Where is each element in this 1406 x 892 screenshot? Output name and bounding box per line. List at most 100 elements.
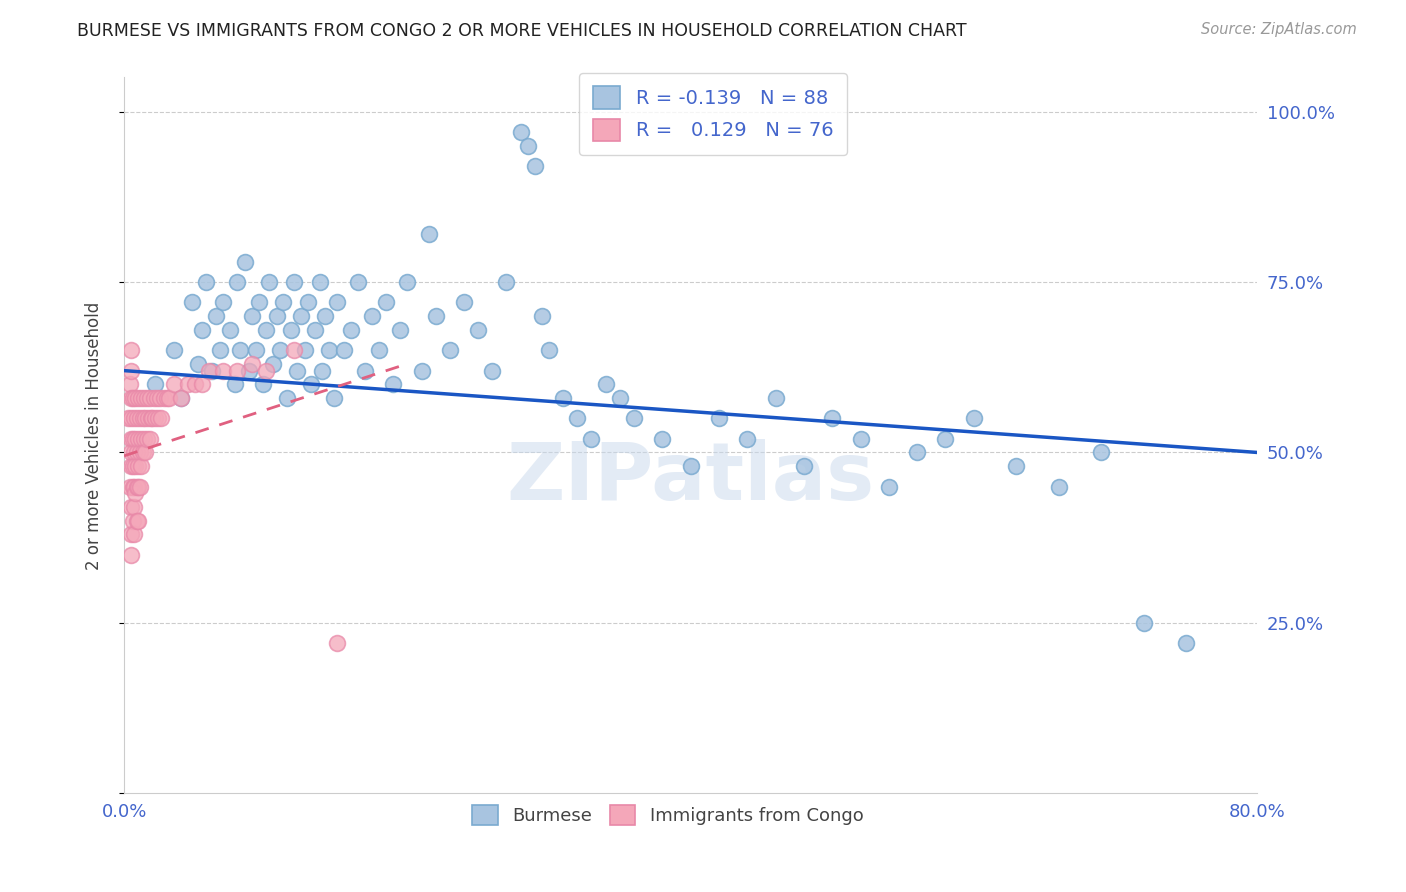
Point	[325, 295, 347, 310]
Point	[134, 445, 156, 459]
Point	[120, 363, 142, 377]
Point	[382, 377, 405, 392]
Point	[439, 343, 461, 358]
Point	[1175, 636, 1198, 650]
Point	[509, 125, 531, 139]
Point	[118, 479, 141, 493]
Point	[453, 295, 475, 310]
Point	[124, 432, 146, 446]
Point	[125, 479, 148, 493]
Point	[537, 343, 560, 358]
Point	[120, 548, 142, 562]
Point	[266, 309, 288, 323]
Point	[177, 377, 200, 392]
Point	[793, 459, 815, 474]
Point	[396, 275, 419, 289]
Point	[205, 309, 228, 323]
Point	[132, 391, 155, 405]
Point	[163, 377, 186, 392]
Point	[201, 363, 224, 377]
Point	[245, 343, 267, 358]
Point	[128, 411, 150, 425]
Point	[127, 391, 149, 405]
Point	[318, 343, 340, 358]
Point	[467, 323, 489, 337]
Point	[141, 411, 163, 425]
Point	[233, 254, 256, 268]
Point	[212, 363, 235, 377]
Point	[121, 391, 143, 405]
Point	[129, 432, 152, 446]
Point	[1005, 459, 1028, 474]
Point	[523, 159, 546, 173]
Point	[1047, 479, 1070, 493]
Point	[120, 527, 142, 541]
Point	[128, 445, 150, 459]
Legend: Burmese, Immigrants from Congo: Burmese, Immigrants from Congo	[464, 796, 873, 834]
Point	[516, 138, 538, 153]
Point	[314, 309, 336, 323]
Point	[354, 363, 377, 377]
Point	[122, 500, 145, 514]
Point	[339, 323, 361, 337]
Point	[1090, 445, 1112, 459]
Point	[280, 323, 302, 337]
Point	[138, 432, 160, 446]
Point	[254, 363, 277, 377]
Text: Source: ZipAtlas.com: Source: ZipAtlas.com	[1201, 22, 1357, 37]
Point	[117, 411, 139, 425]
Point	[184, 377, 207, 392]
Point	[411, 363, 433, 377]
Text: BURMESE VS IMMIGRANTS FROM CONGO 2 OR MORE VEHICLES IN HOUSEHOLD CORRELATION CHA: BURMESE VS IMMIGRANTS FROM CONGO 2 OR MO…	[77, 22, 967, 40]
Point	[224, 377, 246, 392]
Point	[170, 391, 193, 405]
Point	[143, 377, 166, 392]
Point	[290, 309, 312, 323]
Point	[595, 377, 617, 392]
Point	[735, 432, 758, 446]
Point	[553, 391, 575, 405]
Point	[623, 411, 645, 425]
Point	[125, 411, 148, 425]
Point	[283, 275, 305, 289]
Point	[209, 343, 232, 358]
Point	[187, 357, 209, 371]
Point	[212, 295, 235, 310]
Point	[311, 363, 333, 377]
Point	[425, 309, 447, 323]
Point	[240, 357, 263, 371]
Point	[191, 323, 214, 337]
Point	[530, 309, 553, 323]
Point	[125, 445, 148, 459]
Point	[368, 343, 391, 358]
Point	[170, 391, 193, 405]
Point	[120, 459, 142, 474]
Point	[229, 343, 252, 358]
Point	[581, 432, 603, 446]
Point	[254, 323, 277, 337]
Point	[127, 432, 149, 446]
Point	[198, 363, 221, 377]
Point	[128, 479, 150, 493]
Point	[120, 500, 142, 514]
Point	[849, 432, 872, 446]
Point	[139, 411, 162, 425]
Point	[163, 343, 186, 358]
Point	[127, 459, 149, 474]
Point	[120, 445, 142, 459]
Point	[257, 275, 280, 289]
Point	[143, 411, 166, 425]
Y-axis label: 2 or more Vehicles in Household: 2 or more Vehicles in Household	[86, 301, 103, 569]
Point	[122, 445, 145, 459]
Point	[252, 377, 274, 392]
Point	[226, 363, 249, 377]
Point	[481, 363, 503, 377]
Point	[129, 391, 152, 405]
Point	[262, 357, 284, 371]
Point	[332, 343, 354, 358]
Point	[120, 432, 142, 446]
Point	[121, 514, 143, 528]
Point	[121, 459, 143, 474]
Point	[418, 227, 440, 242]
Point	[238, 363, 260, 377]
